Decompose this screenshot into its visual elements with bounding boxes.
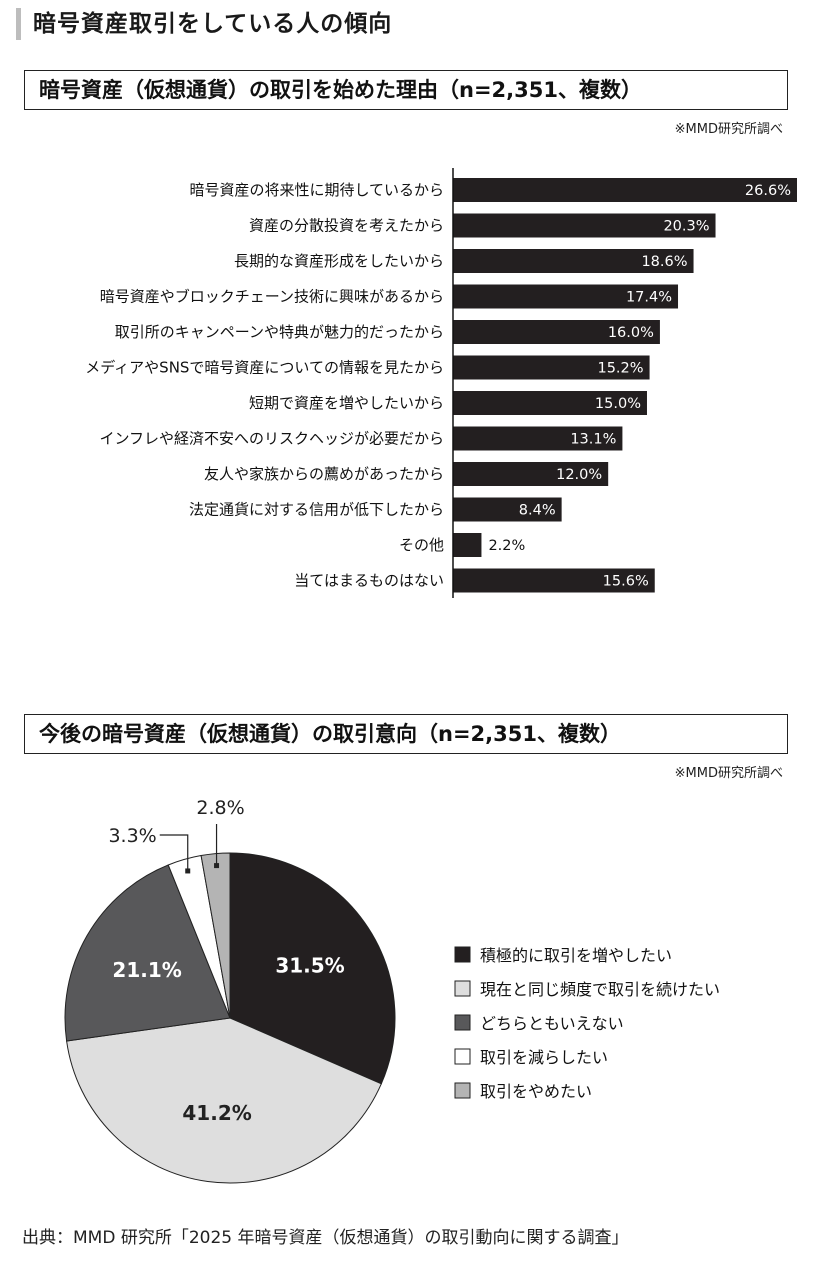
- pie-slice: [64, 864, 231, 1042]
- bar: [453, 320, 660, 344]
- bar-value-label: 26.6%: [745, 183, 791, 199]
- leader-marker: [214, 863, 220, 869]
- bar-chart-title: 暗号資産（仮想通貨）の取引を始めた理由（n=2,351、複数）: [24, 70, 788, 110]
- bar-category-label: 資産の分散投資を考えたから: [249, 217, 444, 235]
- bar-category-label: 短期で資産を増やしたいから: [249, 394, 444, 412]
- legend-swatch: [454, 1082, 471, 1099]
- section-heading: 暗号資産取引をしている人の傾向: [16, 8, 392, 40]
- pie-slice: [200, 852, 231, 1019]
- bar-chart-note: ※MMD研究所調べ: [674, 122, 783, 137]
- legend-label: 取引をやめたい: [480, 1082, 592, 1101]
- bar: [453, 462, 609, 486]
- legend-swatch: [454, 980, 471, 997]
- pie-chart-title: 今後の暗号資産（仮想通貨）の取引意向（n=2,351、複数）: [24, 714, 788, 754]
- source-citation: 出典：MMD 研究所「2025 年暗号資産（仮想通貨）の取引動向に関する調査」: [22, 1228, 629, 1248]
- bar: [453, 249, 694, 273]
- legend-swatch: [454, 1048, 471, 1065]
- bar-category-label: 長期的な資産形成をしたいから: [234, 252, 444, 270]
- bar-value-label: 17.4%: [626, 290, 672, 306]
- leader-marker: [185, 868, 191, 874]
- pie-value-label: 3.3%: [108, 825, 156, 847]
- bar: [453, 497, 562, 522]
- legend-swatch: [454, 946, 471, 963]
- pie-value-label: 31.5%: [275, 954, 344, 978]
- bar-category-label: 法定通貨に対する信用が低下したから: [189, 501, 444, 519]
- legend-label: 現在と同じ頻度で取引を続けたい: [480, 980, 720, 999]
- bar-value-label: 2.2%: [488, 538, 525, 554]
- bar-category-label: その他: [399, 536, 444, 554]
- bar: [453, 568, 655, 593]
- bar-value-label: 16.0%: [608, 325, 654, 341]
- bar-category-label: 友人や家族からの薦めがあったから: [204, 465, 444, 483]
- bar-category-label: インフレや経済不安へのリスクヘッジが必要だから: [99, 430, 444, 448]
- bar-category-label: 取引所のキャンペーンや特典が魅力的だったから: [115, 323, 444, 341]
- bar-value-label: 8.4%: [519, 503, 556, 519]
- pie-chart: 31.5% 41.2% 21.1% 3.3% 2.8% 積極的に取引を増やしたい現在と同じ…: [64, 797, 720, 1184]
- bar: [453, 213, 716, 238]
- pie-slice: [229, 852, 396, 1085]
- pie-chart-note: ※MMD研究所調べ: [674, 766, 783, 781]
- bar-chart: 暗号資産の将来性に期待しているから 26.6% 資産の分散投資を考えたから 20.3%…: [85, 168, 797, 598]
- pie-slice: [66, 1017, 382, 1184]
- bar-value-label: 12.0%: [556, 467, 602, 483]
- pie-value-label: 21.1%: [112, 958, 181, 982]
- pie-value-label: 2.8%: [196, 797, 244, 819]
- bar-value-label: 18.6%: [641, 254, 687, 270]
- bar: [453, 533, 482, 557]
- bar-category-label: 当てはまるものはない: [294, 572, 444, 590]
- legend-label: 積極的に取引を増やしたい: [480, 946, 672, 965]
- legend-swatch: [454, 1014, 471, 1031]
- bar: [453, 178, 797, 202]
- legend-label: どちらともいえない: [480, 1014, 624, 1033]
- bar: [453, 391, 647, 415]
- bar-value-label: 15.2%: [597, 361, 643, 377]
- bar-value-label: 15.6%: [603, 574, 649, 590]
- bar-category-label: 暗号資産の将来性に期待しているから: [189, 181, 444, 199]
- legend-label: 取引を減らしたい: [480, 1048, 608, 1067]
- leader-line: [159, 834, 189, 871]
- bar: [453, 426, 623, 451]
- bar-category-label: 暗号資産やブロックチェーン技術に興味があるから: [100, 288, 444, 306]
- pie-value-label: 41.2%: [182, 1101, 251, 1125]
- bar: [453, 284, 679, 309]
- bar: [453, 355, 650, 380]
- bar-category-label: メディアやSNSで暗号資産についての情報を見たから: [85, 359, 444, 377]
- bar-value-label: 20.3%: [663, 219, 709, 235]
- bar-value-label: 15.0%: [595, 396, 641, 412]
- bar-value-label: 13.1%: [570, 432, 616, 448]
